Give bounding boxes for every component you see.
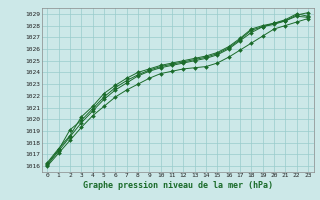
- X-axis label: Graphe pression niveau de la mer (hPa): Graphe pression niveau de la mer (hPa): [83, 181, 273, 190]
